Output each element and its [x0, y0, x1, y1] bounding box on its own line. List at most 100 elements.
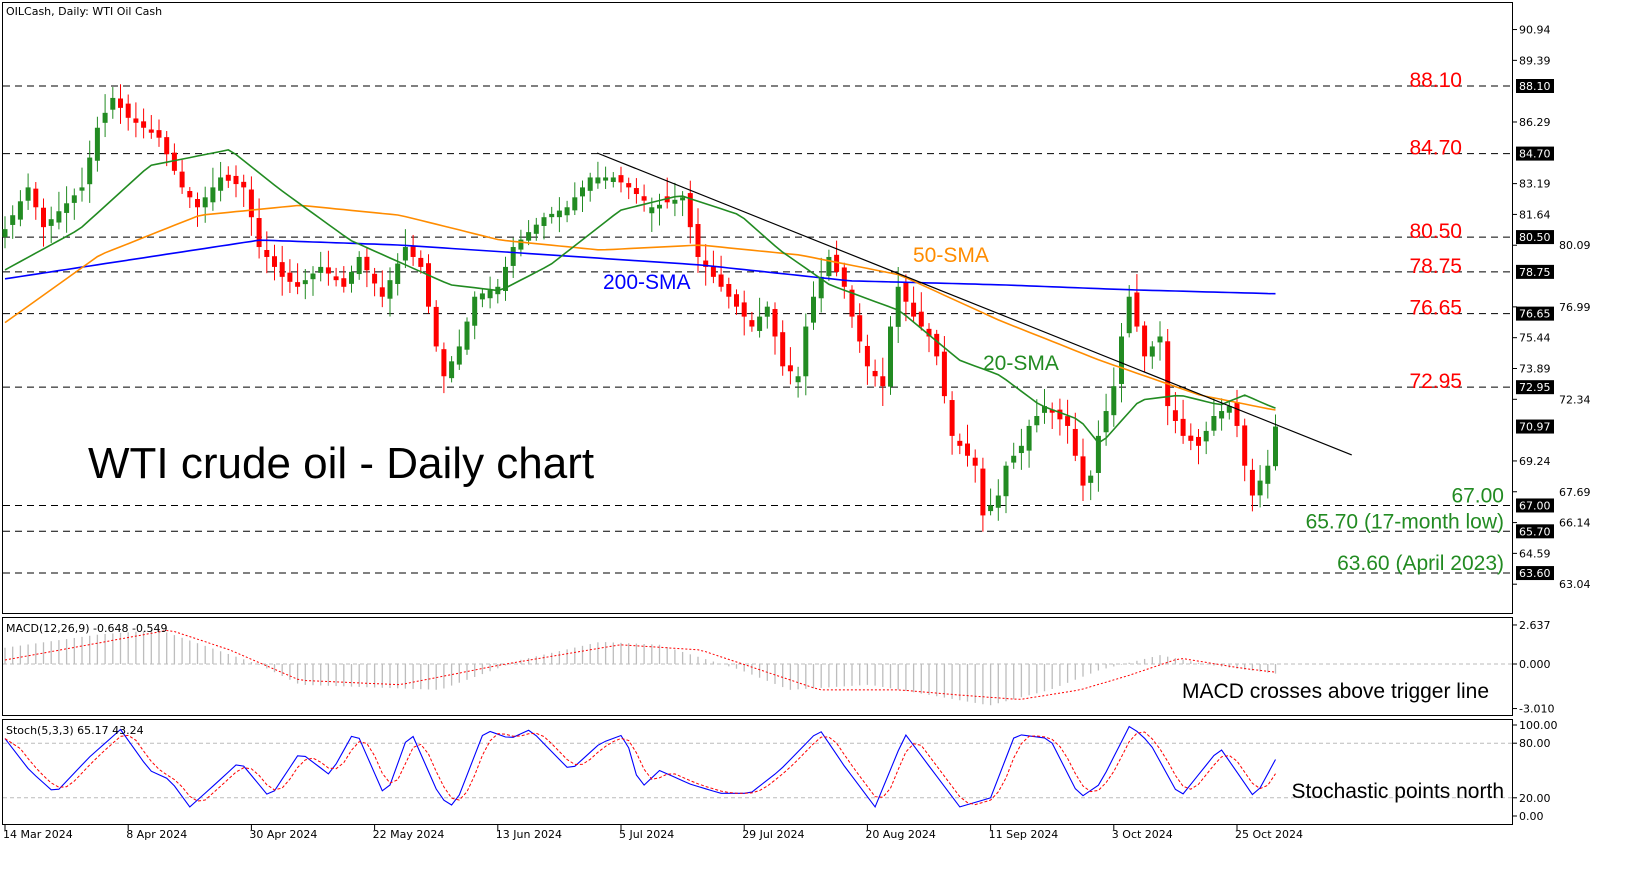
price-tick-label: 86.29 — [1519, 116, 1551, 129]
candle-down — [256, 218, 262, 248]
level-tag — [1516, 380, 1554, 395]
candle-down — [780, 332, 786, 367]
candle-up — [510, 247, 516, 266]
level-tag-label: 76.65 — [1519, 308, 1551, 321]
candle-up — [1257, 480, 1263, 496]
stoch-tick-label: 80.00 — [1519, 737, 1551, 750]
candle-up — [526, 232, 532, 241]
candle-down — [926, 328, 932, 337]
candle-down — [171, 152, 177, 171]
level-tag-label: 63.60 — [1519, 567, 1551, 580]
candle-up — [318, 266, 324, 273]
candle-down — [1242, 425, 1248, 466]
candle-up — [603, 177, 609, 181]
candle-up — [349, 271, 354, 284]
date-tick-label: 14 Mar 2024 — [3, 828, 73, 841]
sma50-label: 50-SMA — [913, 244, 989, 267]
level-label: 78.75 — [1409, 255, 1462, 278]
price-tick-label: 72.34 — [1559, 393, 1591, 406]
candle-up — [310, 273, 316, 280]
candle-down — [133, 118, 139, 123]
candle-up — [672, 199, 678, 204]
stoch-header: Stoch(5,3,3) 65.17 43.24 — [6, 724, 144, 737]
candle-down — [125, 103, 131, 118]
candle-down — [1188, 435, 1194, 441]
candle-up — [402, 247, 408, 261]
macd-panel — [2, 617, 1513, 716]
candle-up — [1149, 346, 1155, 357]
candle-down — [225, 174, 231, 181]
candle-up — [1034, 416, 1040, 426]
candle-up — [1003, 465, 1009, 497]
candle-down — [1057, 409, 1063, 420]
candle-up — [456, 346, 462, 365]
candle-down — [841, 267, 847, 287]
candle-up — [649, 207, 655, 214]
candle-up — [1018, 445, 1024, 454]
stoch-main-line — [4, 725, 1276, 809]
candle-down — [33, 188, 39, 208]
candle-up — [888, 326, 893, 387]
level-tag — [1516, 264, 1554, 279]
macd-tick-label: 2.637 — [1519, 619, 1551, 632]
candle-up — [210, 187, 216, 203]
candle-down — [1180, 418, 1186, 436]
candle-up — [549, 213, 555, 218]
candle-down — [687, 193, 693, 228]
candle-up — [1157, 336, 1163, 343]
candle-down — [426, 263, 431, 307]
candle-up — [48, 219, 54, 226]
candle-down — [187, 191, 193, 198]
candle-down — [749, 320, 755, 327]
date-tick-label: 5 Jul 2024 — [619, 828, 674, 841]
candle-down — [272, 256, 277, 267]
price-tick-label: 83.19 — [1519, 178, 1551, 191]
date-tick-label: 25 Oct 2024 — [1235, 828, 1303, 841]
candle-down — [418, 257, 424, 267]
date-tick-label: 8 Apr 2024 — [126, 828, 187, 841]
candle-down — [264, 250, 270, 257]
candle-up — [572, 197, 578, 211]
candle-up — [1219, 411, 1225, 419]
candle-down — [433, 306, 439, 347]
candle-up — [1265, 465, 1271, 484]
candle-down — [372, 273, 378, 284]
price-tick-label: 76.99 — [1559, 301, 1591, 314]
macd-signal-line — [4, 629, 1276, 700]
candle-up — [10, 215, 16, 225]
level-tag — [1516, 524, 1554, 539]
price-tick-label: 67.69 — [1559, 486, 1591, 499]
candle-down — [849, 289, 855, 317]
candle-up — [1119, 336, 1124, 384]
candle-down — [911, 302, 917, 317]
candle-up — [2, 229, 8, 238]
candle-down — [965, 443, 970, 456]
candle-down — [1142, 325, 1148, 357]
candle-down — [618, 175, 624, 183]
candle-up — [94, 127, 100, 161]
level-tag-label: 80.50 — [1519, 231, 1551, 244]
price-tick-label: 66.14 — [1559, 517, 1591, 530]
level-label: 76.65 — [1409, 297, 1462, 320]
level-label: 65.70 (17-month low) — [1306, 510, 1504, 533]
candle-down — [872, 370, 878, 377]
candle-down — [341, 278, 347, 287]
candle-up — [818, 276, 824, 299]
price-tick-label: 64.59 — [1519, 547, 1551, 560]
candle-down — [1172, 410, 1178, 421]
sma20-label: 20-SMA — [983, 352, 1059, 375]
candle-down — [703, 260, 709, 267]
macd-tick-label: 0.000 — [1519, 658, 1551, 671]
candle-down — [695, 224, 701, 257]
candle-down — [718, 274, 724, 287]
candle-down — [834, 254, 840, 272]
candle-down — [148, 129, 154, 133]
candle-down — [379, 287, 385, 297]
candle-down — [734, 294, 739, 307]
price-tick-label: 69.24 — [1519, 455, 1551, 468]
candle-down — [934, 333, 940, 357]
candle-down — [1072, 428, 1078, 456]
candle-up — [202, 197, 208, 208]
candle-down — [1196, 436, 1201, 446]
level-tag-label: 67.00 — [1519, 499, 1551, 512]
